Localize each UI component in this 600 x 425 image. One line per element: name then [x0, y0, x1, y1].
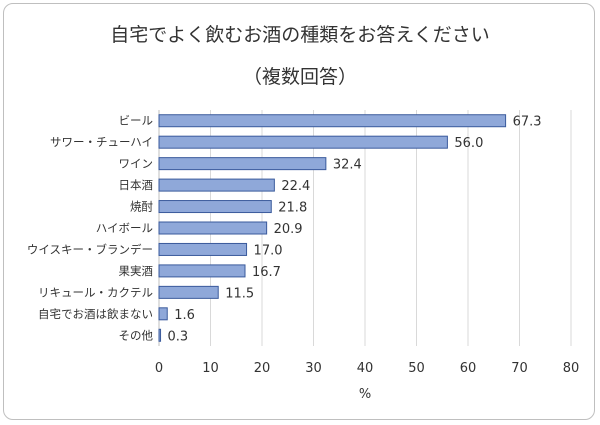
x-tick-label: 30	[305, 361, 322, 376]
bar	[158, 328, 162, 342]
bar	[158, 285, 219, 299]
category-labels: ビールサワー・チューハイワイン日本酒焼酎ハイボールウイスキー・ブランデー果実酒リ…	[27, 114, 154, 343]
x-tick-label: 20	[254, 361, 271, 376]
bar	[158, 242, 248, 256]
x-tick-label: 40	[357, 361, 374, 376]
x-tick-label: 60	[460, 361, 477, 376]
category-label: その他	[119, 328, 154, 342]
value-label: 67.3	[513, 115, 542, 130]
category-label: ハイボール	[96, 221, 153, 235]
x-tick-label: 80	[563, 361, 580, 376]
bar	[158, 114, 507, 128]
chart-subtitle: （複数回答）	[242, 66, 357, 88]
bars	[158, 114, 507, 342]
value-label: 22.4	[281, 179, 310, 194]
bar	[158, 307, 168, 321]
category-label: リキュール・カクテル	[38, 285, 153, 299]
chart-frame	[3, 3, 595, 420]
value-label: 11.5	[225, 286, 254, 301]
x-tick-label: 50	[408, 361, 425, 376]
value-label: 32.4	[333, 158, 362, 173]
value-label: 56.0	[454, 136, 483, 151]
chart-title: 自宅でよく飲むお酒の種類をお答えください	[110, 24, 490, 46]
bar	[158, 135, 448, 149]
category-label: 果実酒	[119, 264, 154, 278]
category-label: サワー・チューハイ	[50, 135, 153, 149]
category-label: ビール	[119, 114, 154, 128]
value-label: 0.3	[168, 329, 189, 344]
bar	[158, 221, 268, 235]
value-labels: 67.3 56.0 32.4 22.4 21.8 20.9 17.0 16.7 11.5 1.6 0…	[168, 115, 542, 345]
bar	[158, 200, 272, 214]
bar	[158, 157, 327, 171]
x-tick-label: 0	[155, 361, 163, 376]
category-label: ワイン	[119, 157, 154, 171]
value-label: 1.6	[174, 308, 195, 323]
category-label: 焼酎	[130, 200, 153, 214]
x-tick-label: 70	[511, 361, 528, 376]
value-label: 17.0	[254, 243, 283, 258]
value-label: 21.8	[278, 201, 307, 216]
value-label: 20.9	[274, 222, 303, 237]
value-label: 16.7	[252, 265, 281, 280]
x-axis-label: %	[359, 387, 371, 402]
x-tick-label: 10	[202, 361, 219, 376]
x-tick-labels: 0 10 20 30 40 50 60 70 80	[155, 361, 579, 376]
category-label: ウイスキー・ブランデー	[27, 242, 153, 256]
category-label: 日本酒	[119, 178, 154, 192]
bar	[158, 264, 246, 278]
category-label: 自宅でお酒は飲まない	[38, 307, 153, 321]
bar	[158, 178, 275, 192]
